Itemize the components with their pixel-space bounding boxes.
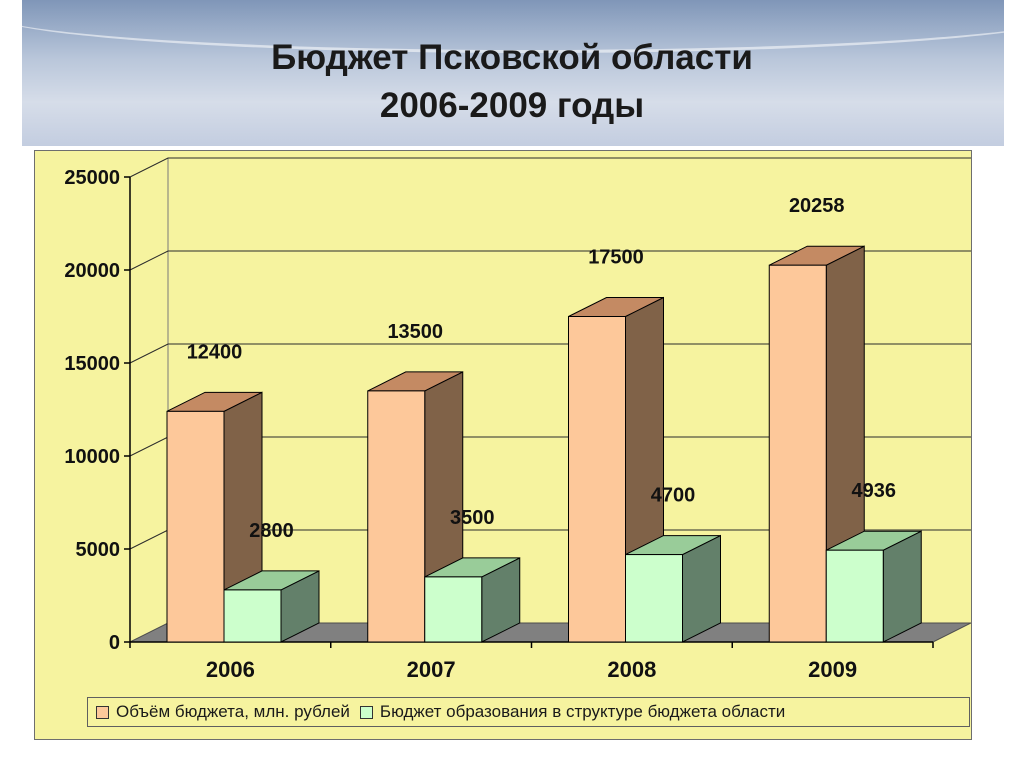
legend-item-education: Бюджет образования в структуре бюджета о… [359,702,786,722]
bar-budget [768,264,827,643]
bar-budget [568,316,626,643]
chart-legend: Объём бюджета, млн. рублей Бюджет образо… [87,697,970,727]
slide-subtitle: 2006-2009 годы [379,86,645,125]
y-tick-label: 10000 [64,446,120,468]
y-tick-label: 5000 [76,539,121,561]
data-label-education: 2800 [249,520,294,542]
slide-title: Бюджет Псковской области [271,38,753,77]
y-tick-label: 20000 [64,260,120,282]
gridline [129,250,971,271]
y-tick-label: 25000 [64,167,120,189]
legend-label-education: Бюджет образования в структуре бюджета о… [379,702,786,721]
x-tick-label: 2009 [808,657,857,682]
data-label-education: 4936 [852,480,897,502]
bar-budget [367,390,426,643]
legend-label-budget: Объём бюджета, млн. рублей [116,702,350,721]
gridline [129,157,971,178]
bar-education [625,554,683,643]
chart-area: 0 5000 10000 15000 20000 25000 2006 2007 2008 200… [34,150,972,740]
data-label-budget: 20258 [789,195,845,217]
data-label-education: 4700 [651,485,696,507]
banner-decoration [22,0,1004,53]
legend-swatch-budget [96,705,109,719]
y-tick-label: 0 [109,632,120,654]
data-label-budget: 17500 [588,247,644,269]
x-tick-label: 2007 [407,657,456,682]
legend-swatch-education [359,705,373,719]
bar-education [825,549,884,643]
title-banner [22,0,1004,146]
bar-education [424,576,483,643]
bar-education [223,589,282,643]
bar-budget [166,410,225,643]
data-label-budget: 13500 [387,321,443,343]
data-label-education: 3500 [450,507,495,529]
y-tick-label: 15000 [64,353,120,375]
x-tick-label: 2006 [206,657,255,682]
bar-chart: 0 5000 10000 15000 20000 25000 2006 2007 2008 200… [64,157,971,682]
legend-item-budget: Объём бюджета, млн. рублей [96,702,350,722]
gridline [129,343,971,364]
data-label-budget: 12400 [187,341,243,363]
x-tick-label: 2008 [607,657,656,682]
